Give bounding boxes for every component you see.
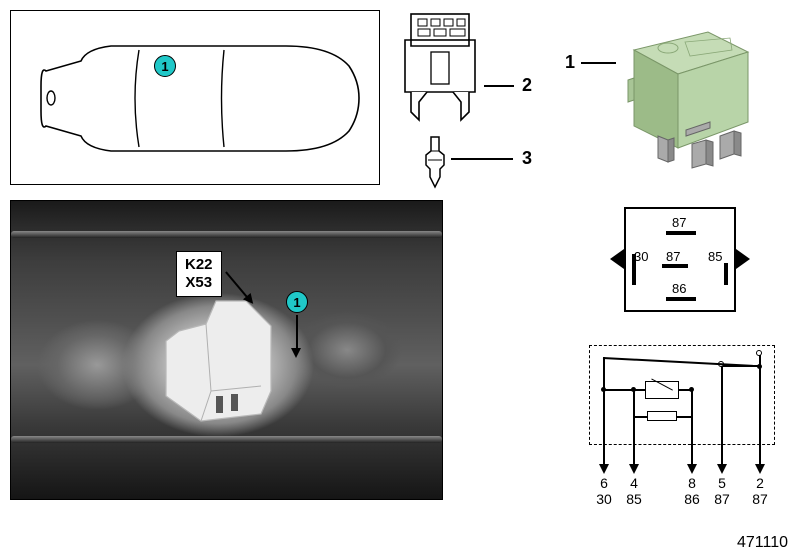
pin-bar-top — [666, 231, 696, 235]
marker-arrow-head — [291, 348, 301, 358]
res-vert-l — [633, 389, 635, 417]
res-vert-r — [691, 389, 693, 417]
pin-87-top: 87 — [672, 215, 686, 230]
lead-2 — [759, 353, 761, 471]
pin-bar-right-v — [724, 263, 728, 285]
bl-87b: 87 — [749, 491, 771, 507]
pin-bar-left-v — [632, 263, 636, 285]
marker-arrow-line — [296, 315, 298, 350]
callout-line-2 — [484, 85, 514, 87]
housing-shape — [161, 296, 281, 426]
car-outline-svg — [31, 36, 361, 161]
circuit-diagram: 6 4 8 5 2 30 85 86 87 87 — [589, 345, 779, 505]
tl-2: 2 — [749, 475, 771, 491]
bl-85: 85 — [623, 491, 645, 507]
pin-schematic: 87 30 87 85 86 — [624, 207, 736, 312]
arr-6 — [599, 464, 609, 474]
photo-panel: K22 X53 1 — [10, 200, 443, 500]
arr-8 — [687, 464, 697, 474]
res-wire-r — [677, 416, 692, 418]
callout-2: 2 — [522, 75, 532, 96]
pin-85: 85 — [708, 249, 722, 264]
switch-vert — [603, 357, 605, 389]
pin-87-c: 87 — [666, 249, 680, 264]
pin-86: 86 — [672, 281, 686, 296]
car-location-panel: 1 — [10, 10, 380, 185]
arr-2 — [755, 464, 765, 474]
relay-svg — [610, 28, 765, 173]
pin-bar-center — [662, 264, 688, 268]
location-marker-1: 1 — [154, 55, 176, 77]
arr-5 — [717, 464, 727, 474]
dot-87 — [757, 364, 762, 369]
photo-marker-1: 1 — [286, 291, 308, 313]
bl-30: 30 — [593, 491, 615, 507]
connector-housing-svg — [397, 10, 483, 125]
photo-label-box: K22 X53 — [176, 251, 222, 297]
coil-slash — [651, 378, 673, 390]
callout-3: 3 — [522, 148, 532, 169]
relay-assembly — [610, 28, 765, 173]
pin-bar-bottom — [666, 297, 696, 301]
photo-bar-bottom — [11, 436, 442, 443]
lead-5 — [721, 365, 723, 471]
resistor — [647, 411, 677, 421]
lead-6 — [603, 389, 605, 471]
bl-86: 86 — [681, 491, 703, 507]
contact-87a — [756, 350, 762, 356]
arr-4 — [629, 464, 639, 474]
tl-6: 6 — [593, 475, 615, 491]
callout-line-3 — [451, 158, 513, 160]
pin-30: 30 — [634, 249, 648, 264]
coil-box — [645, 381, 679, 399]
label-k22: K22 — [185, 256, 213, 274]
photo-bar-top — [11, 231, 442, 238]
res-wire-l — [634, 416, 647, 418]
callout-line-1 — [581, 62, 616, 64]
marker-text-2: 1 — [293, 295, 300, 310]
tl-8: 8 — [681, 475, 703, 491]
label-x53: X53 — [185, 274, 213, 292]
schematic-key-right — [736, 249, 750, 269]
terminal-pin-svg — [420, 135, 450, 190]
bl-87a: 87 — [711, 491, 733, 507]
tl-4: 4 — [623, 475, 645, 491]
circuit-boundary — [589, 345, 775, 445]
marker-text: 1 — [161, 59, 168, 74]
tl-5: 5 — [711, 475, 733, 491]
part-number: 471110 — [737, 534, 788, 552]
schematic-key-left — [610, 249, 624, 269]
callout-1: 1 — [565, 52, 575, 73]
